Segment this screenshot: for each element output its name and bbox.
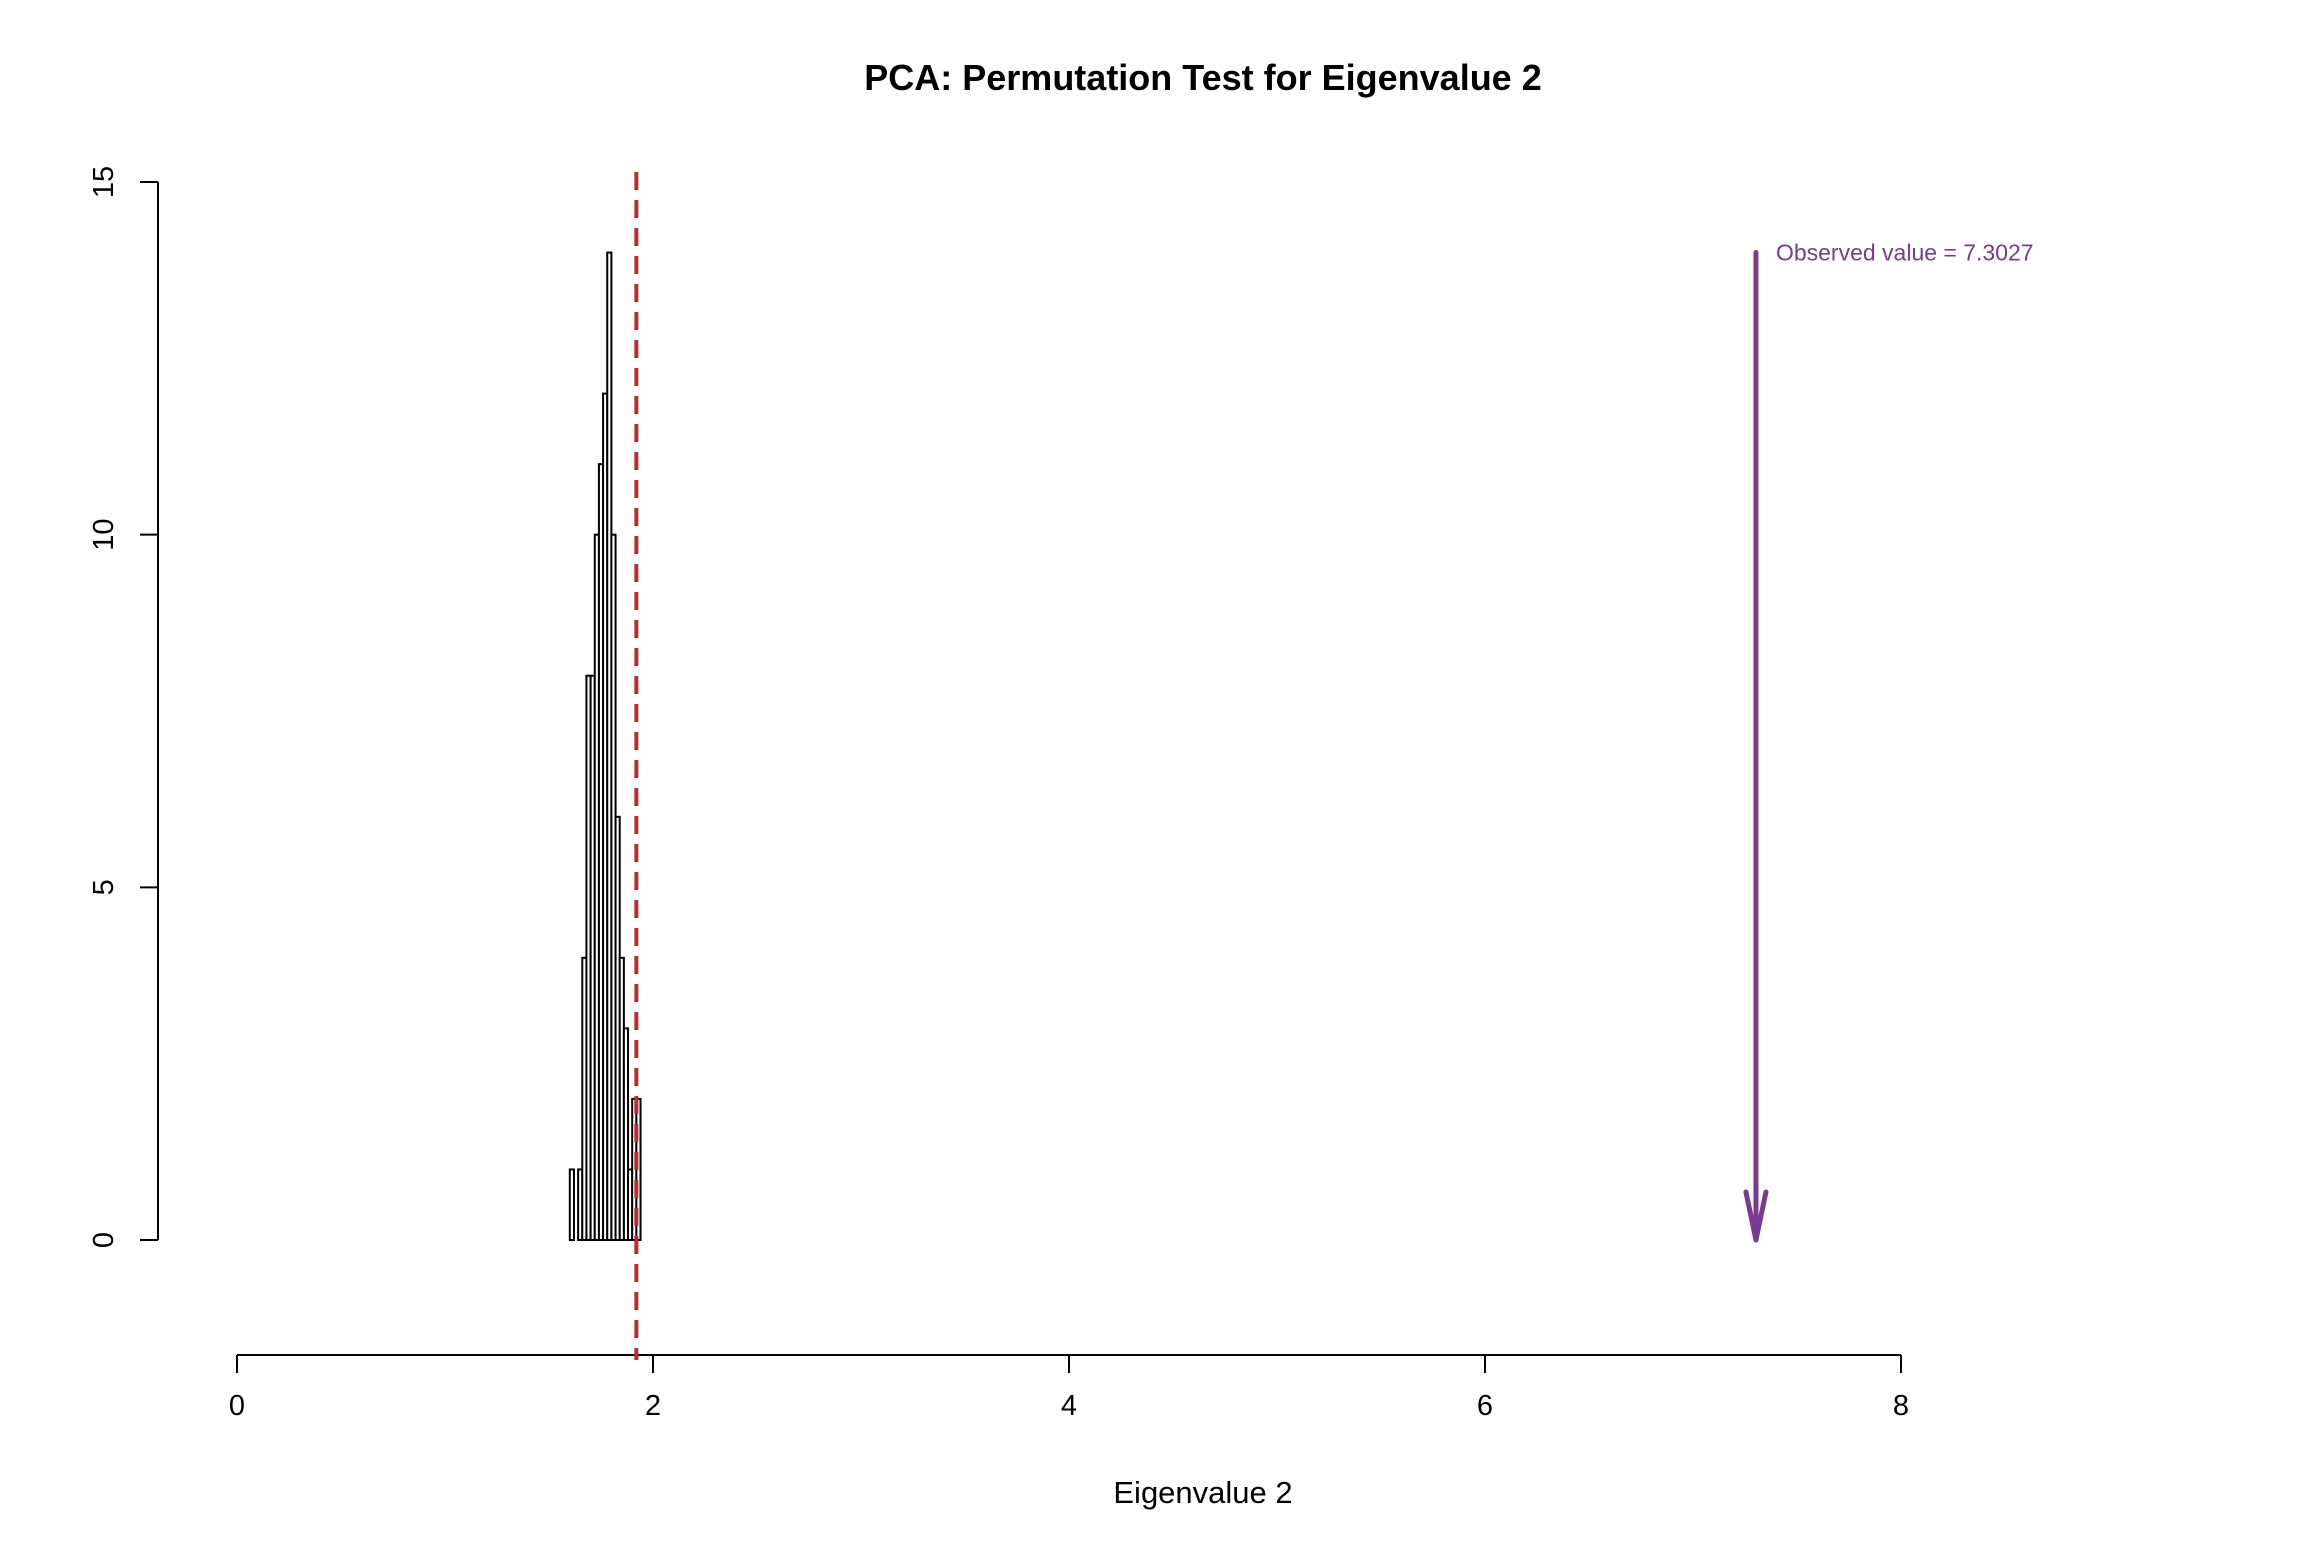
- y-tick-label: 10: [88, 519, 120, 551]
- observed-value-group: Observed value = 7.3027: [1743, 240, 2034, 1243]
- y-axis: 0 5 10 15: [88, 166, 159, 1248]
- histogram-bar: [622, 1027, 630, 1242]
- x-tick-label: 8: [1893, 1390, 1909, 1422]
- histogram-bar: [568, 1168, 575, 1242]
- y-tick-label: 0: [88, 1232, 120, 1248]
- x-tick-label: 2: [645, 1390, 661, 1422]
- observed-value-label: Observed value = 7.3027: [1776, 240, 2034, 266]
- x-axis-label: Eigenvalue 2: [1113, 1475, 1292, 1510]
- y-tick-label: 5: [88, 879, 120, 895]
- x-axis: 0 2 4 6 8: [229, 1354, 1909, 1422]
- y-tick-label: 15: [88, 166, 120, 198]
- x-tick-label: 6: [1477, 1390, 1493, 1422]
- observed-value-arrow-head: [1743, 1189, 1769, 1243]
- x-tick-label: 4: [1061, 1390, 1077, 1422]
- chart-title: PCA: Permutation Test for Eigenvalue 2: [864, 57, 1541, 98]
- histogram-bars: [568, 251, 642, 1242]
- x-tick-label: 0: [229, 1390, 245, 1422]
